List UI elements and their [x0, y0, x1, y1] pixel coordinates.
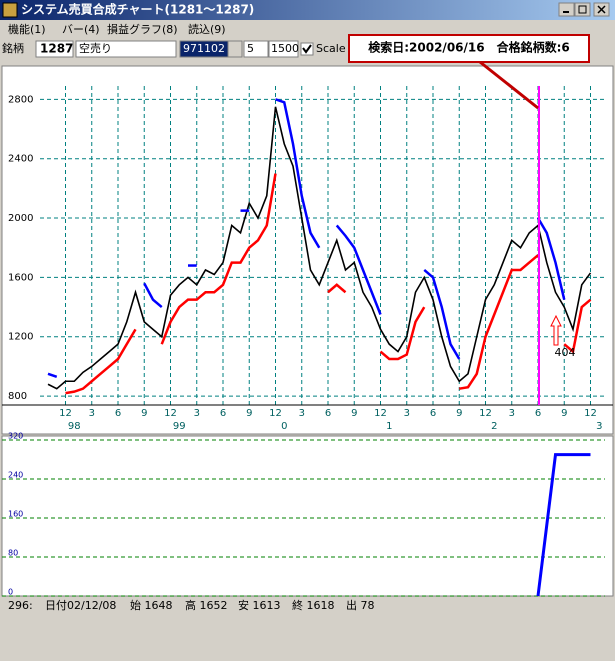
x-tick-label: 12	[269, 408, 282, 419]
mode-input[interactable]	[75, 40, 177, 58]
status-item: 296:	[8, 599, 33, 612]
series-line	[47, 372, 58, 378]
x-year-label: 99	[173, 421, 186, 432]
y-tick-label: 2800	[8, 94, 33, 105]
y-tick-label: 320	[8, 432, 23, 441]
x-tick-label: 12	[479, 408, 492, 419]
date-value: 971102	[183, 42, 225, 55]
x-year-label: 0	[281, 421, 287, 432]
param-value: 1500	[271, 42, 299, 55]
series-line	[275, 98, 321, 249]
window-title: システム売買合成チャート(1281～1287)	[21, 2, 254, 17]
spinner[interactable]	[227, 40, 243, 58]
x-tick-label: 6	[430, 408, 436, 419]
code-value: 1287	[40, 42, 73, 56]
y-tick-label: 160	[8, 510, 23, 519]
status-item: 安 1613	[238, 598, 281, 612]
callout-box	[348, 34, 590, 63]
maximize-button[interactable]	[574, 2, 591, 17]
menu-item[interactable]: 損益グラフ(8)	[107, 22, 178, 36]
param-value: 5	[247, 42, 254, 55]
y-tick-label: 0	[8, 588, 13, 597]
checkmark	[302, 44, 312, 54]
x-tick-label: 3	[509, 408, 515, 419]
x-tick-label: 6	[325, 408, 331, 419]
x-tick-label: 9	[561, 408, 567, 419]
app-icon	[2, 2, 18, 18]
status-item: 終 1618	[292, 598, 335, 612]
x-tick-label: 9	[351, 408, 357, 419]
window-buttons[interactable]	[558, 2, 610, 17]
code-input[interactable]	[35, 40, 74, 58]
field-label: 銘柄	[2, 41, 24, 55]
signal-arrow	[550, 314, 562, 346]
param-input[interactable]	[243, 40, 269, 58]
series-line	[536, 453, 591, 597]
minimize-button[interactable]	[558, 2, 575, 17]
x-tick-label: 12	[374, 408, 387, 419]
title-bar	[0, 0, 615, 20]
x-tick-label: 6	[220, 408, 226, 419]
x-tick-label: 12	[59, 408, 72, 419]
x-tick-label: 12	[164, 408, 177, 419]
x-year-label: 3	[596, 421, 602, 432]
series-line	[160, 173, 277, 345]
x-tick-label: 9	[141, 408, 147, 419]
y-tick-label: 2000	[8, 213, 33, 224]
y-tick-label: 1600	[8, 272, 33, 283]
icon	[597, 5, 606, 14]
series-line	[379, 306, 426, 361]
series-line	[327, 283, 347, 294]
callout-text: 検索日:2002/06/16 合格銘柄数:6	[368, 40, 570, 55]
x-year-label: 2	[491, 421, 497, 432]
x-tick-label: 3	[404, 408, 410, 419]
profit-panel	[1, 435, 614, 597]
menu-item[interactable]: 読込(9)	[188, 22, 226, 36]
series-line	[47, 106, 592, 390]
series-line	[335, 224, 382, 315]
y-tick-label: 240	[8, 471, 23, 480]
status-item: 日付02/12/08	[45, 599, 116, 612]
x-year-label: 98	[68, 421, 81, 432]
x-tick-label: 12	[584, 408, 597, 419]
y-tick-label: 2400	[8, 154, 33, 165]
series-line	[536, 217, 566, 300]
y-tick-label: 1200	[8, 332, 33, 343]
menu-item[interactable]: 機能(1)	[8, 22, 46, 36]
x-tick-label: 9	[246, 408, 252, 419]
status-item: 出 78	[346, 598, 375, 612]
x-tick-label: 6	[115, 408, 121, 419]
y-tick-label: 800	[8, 391, 27, 402]
x-tick-label: 6	[535, 408, 541, 419]
y-tick-label: 80	[8, 549, 18, 558]
x-tick-label: 3	[299, 408, 305, 419]
x-tick-label: 9	[456, 408, 462, 419]
series-line	[423, 269, 461, 360]
x-tick-label: 3	[89, 408, 95, 419]
series-line	[65, 328, 137, 395]
series-line	[563, 298, 592, 354]
status-item: 始 1648	[130, 598, 173, 612]
checkbox-label: Scale	[316, 42, 346, 55]
annotation-label: 404	[555, 346, 576, 359]
x-tick-label: 3	[194, 408, 200, 419]
mode-value: 空売り	[79, 41, 112, 55]
x-year-label: 1	[386, 421, 392, 432]
series-line	[143, 282, 163, 309]
series-line	[459, 254, 539, 390]
icon	[578, 5, 587, 14]
status-item: 高 1652	[185, 598, 228, 612]
callout-line	[479, 60, 539, 110]
param-input[interactable]	[268, 40, 299, 58]
menu-item[interactable]: バー(4)	[62, 23, 100, 36]
